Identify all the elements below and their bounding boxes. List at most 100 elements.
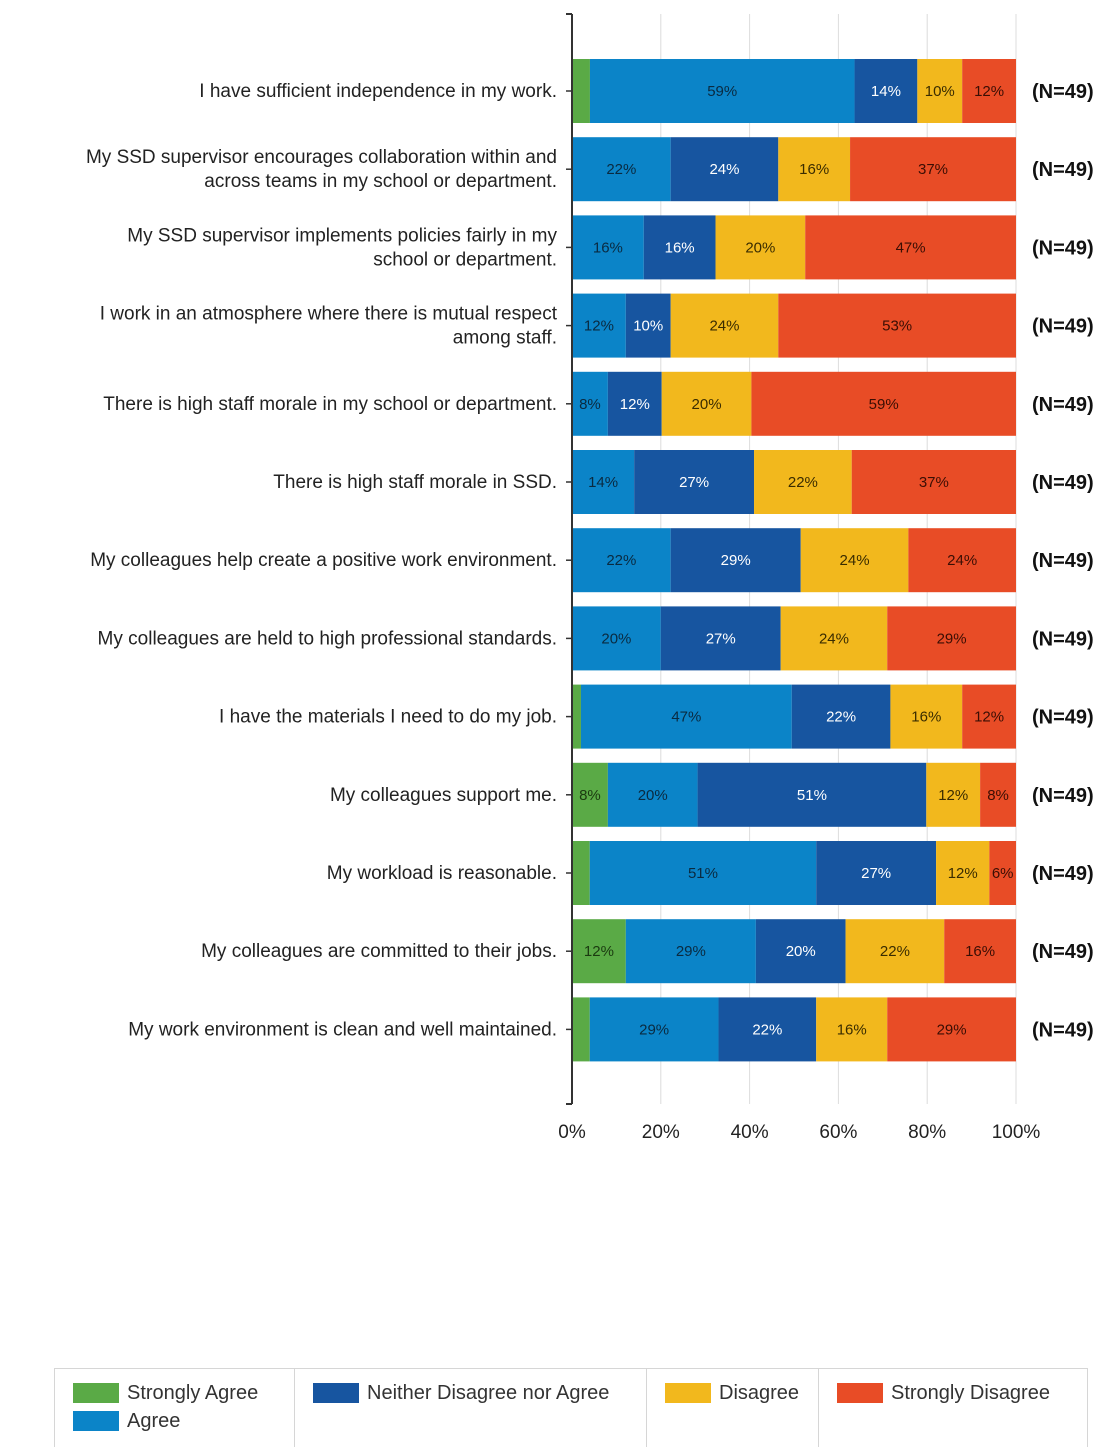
data-label: 29% [937, 1021, 967, 1038]
bar-segment-strongly-agree [572, 59, 590, 123]
data-label: 8% [987, 787, 1009, 804]
legend-column: Strongly Disagree [819, 1369, 1087, 1447]
bar-segment-agree [572, 606, 661, 671]
legend-item-disagree: Disagree [665, 1379, 818, 1407]
data-label: 20% [638, 787, 668, 804]
bar-segment-disagree [917, 59, 963, 123]
legend-swatch [73, 1383, 119, 1403]
legend-item-strongly-disagree: Strongly Disagree [837, 1379, 1087, 1407]
bar-segment-strongly-agree [572, 762, 608, 827]
x-tick-label: 60% [819, 1122, 857, 1143]
data-label: 20% [786, 943, 816, 960]
data-label: 27% [861, 865, 891, 882]
bar-segment-disagree [780, 606, 888, 671]
bar-segment-agree [580, 684, 792, 749]
bar-segment-agree [589, 841, 817, 905]
data-label: 20% [692, 396, 722, 413]
bar-segment-strongly-agree [572, 997, 590, 1062]
bar-segment-agree [572, 215, 644, 280]
data-label: 24% [947, 552, 977, 569]
bar-segment-strongly-disagree [851, 450, 1016, 514]
data-label: 51% [797, 787, 827, 804]
data-label: 24% [840, 552, 870, 569]
bar-segment-neither-disagree-nor-agree [755, 919, 846, 984]
bar-segment-disagree [778, 137, 851, 202]
data-label: 37% [918, 161, 948, 178]
legend-label: Disagree [719, 1381, 800, 1404]
bar-segment-strongly-agree [572, 841, 590, 905]
data-label: 16% [593, 239, 623, 256]
n-label: (N=49) [1032, 394, 1094, 416]
bar-segment-disagree [890, 684, 963, 749]
data-label: 22% [880, 943, 910, 960]
bar-segment-strongly-disagree [944, 919, 1016, 984]
bar-segment-strongly-disagree [751, 371, 1016, 436]
bar-segment-agree [572, 137, 671, 202]
data-label: 10% [633, 318, 663, 335]
data-label: 37% [919, 474, 949, 491]
bar-segment-neither-disagree-nor-agree [791, 684, 891, 749]
data-label: 53% [882, 318, 912, 335]
data-label: 29% [639, 1021, 669, 1038]
data-label: 27% [679, 474, 709, 491]
legend-label: Strongly Agree [127, 1381, 259, 1404]
category-label: My colleagues help create a positive wor… [90, 550, 557, 571]
bar-segment-strongly-disagree [850, 137, 1016, 202]
n-label: (N=49) [1032, 237, 1094, 259]
data-label: 59% [869, 396, 899, 413]
data-label: 12% [584, 318, 614, 335]
x-tick-label: 40% [731, 1122, 769, 1143]
legend: Strongly Agree Agree Neither Disagree no… [54, 1368, 1088, 1447]
data-label: 27% [706, 630, 736, 647]
data-label: 8% [579, 787, 601, 804]
data-label: 16% [799, 161, 829, 178]
bar-segment-agree [572, 371, 608, 436]
bar-segment-strongly-disagree [887, 606, 1016, 671]
category-label: school or department. [373, 249, 557, 270]
data-label: 29% [676, 943, 706, 960]
bar-segment-neither-disagree-nor-agree [643, 215, 716, 280]
legend-swatch [665, 1383, 711, 1403]
x-tick-label: 80% [908, 1122, 946, 1143]
data-label: 12% [620, 396, 650, 413]
bar-segment-strongly-disagree [887, 997, 1016, 1062]
data-label: 51% [688, 865, 718, 882]
bar-segment-disagree [926, 762, 981, 827]
bar-segment-disagree [661, 371, 752, 436]
data-label: 16% [665, 239, 695, 256]
n-label: (N=49) [1032, 472, 1094, 494]
bar-segment-neither-disagree-nor-agree [607, 371, 662, 436]
category-label: among staff. [453, 328, 557, 349]
legend-label: Agree [127, 1409, 181, 1432]
category-label: My colleagues are held to high professio… [98, 628, 557, 649]
n-label: (N=49) [1032, 316, 1094, 338]
bar-segment-disagree [800, 528, 909, 593]
data-label: 16% [837, 1021, 867, 1038]
bar-segment-agree [625, 919, 756, 984]
category-label: My SSD supervisor encourages collaborati… [86, 147, 557, 168]
bar-segment-strongly-agree [572, 684, 581, 749]
bar-segment-neither-disagree-nor-agree [634, 450, 755, 514]
bar-segment-strongly-disagree [778, 293, 1016, 358]
n-label: (N=49) [1032, 941, 1094, 963]
data-label: 22% [826, 709, 856, 726]
data-label: 47% [896, 239, 926, 256]
data-label: 12% [948, 865, 978, 882]
legend-swatch [73, 1411, 119, 1431]
data-label: 6% [992, 865, 1014, 882]
n-label: (N=49) [1032, 550, 1094, 572]
bar-segment-strongly-disagree [805, 215, 1016, 280]
data-label: 29% [721, 552, 751, 569]
category-label: There is high staff morale in my school … [103, 394, 557, 415]
data-label: 14% [871, 83, 901, 100]
bar-segment-strongly-agree [572, 919, 626, 984]
data-label: 16% [965, 943, 995, 960]
data-label: 24% [819, 630, 849, 647]
bar-segment-agree [589, 997, 719, 1062]
data-label: 12% [938, 787, 968, 804]
category-label: There is high staff morale in SSD. [273, 472, 557, 493]
category-label: My work environment is clean and well ma… [128, 1019, 557, 1040]
legend-column: Neither Disagree nor Agree [295, 1369, 647, 1447]
bar-segment-neither-disagree-nor-agree [670, 528, 801, 593]
data-label: 16% [911, 709, 941, 726]
